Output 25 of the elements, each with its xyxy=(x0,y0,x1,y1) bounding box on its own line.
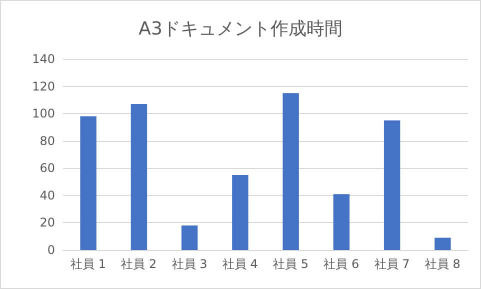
x-tick-label: 社員 8 xyxy=(424,257,460,271)
bar xyxy=(181,225,198,250)
x-tick-label: 社員 2 xyxy=(121,257,157,271)
x-tick-label: 社員 1 xyxy=(70,257,106,271)
bar xyxy=(282,93,299,250)
chart-title: A3ドキュメント作成時間 xyxy=(138,18,342,40)
y-tick-label: 140 xyxy=(32,52,55,66)
x-tick-label: 社員 5 xyxy=(273,257,309,271)
x-tick-label: 社員 3 xyxy=(172,257,208,271)
x-tick-label: 社員 7 xyxy=(374,257,410,271)
bar xyxy=(333,194,350,250)
bar xyxy=(384,120,400,250)
bar xyxy=(232,174,248,250)
y-tick-label: 80 xyxy=(40,134,55,148)
y-tick-label: 60 xyxy=(40,161,55,176)
bar xyxy=(434,238,451,250)
x-tick-label: 社員 6 xyxy=(324,257,360,271)
bar xyxy=(80,116,96,250)
y-tick-label: 100 xyxy=(32,106,55,121)
bar xyxy=(130,104,148,250)
x-tick-label: 社員 4 xyxy=(222,257,258,271)
y-tick-label: 0 xyxy=(47,243,55,257)
y-tick-label: 40 xyxy=(40,188,55,202)
y-tick-label: 20 xyxy=(40,216,55,230)
y-tick-label: 120 xyxy=(32,79,55,94)
